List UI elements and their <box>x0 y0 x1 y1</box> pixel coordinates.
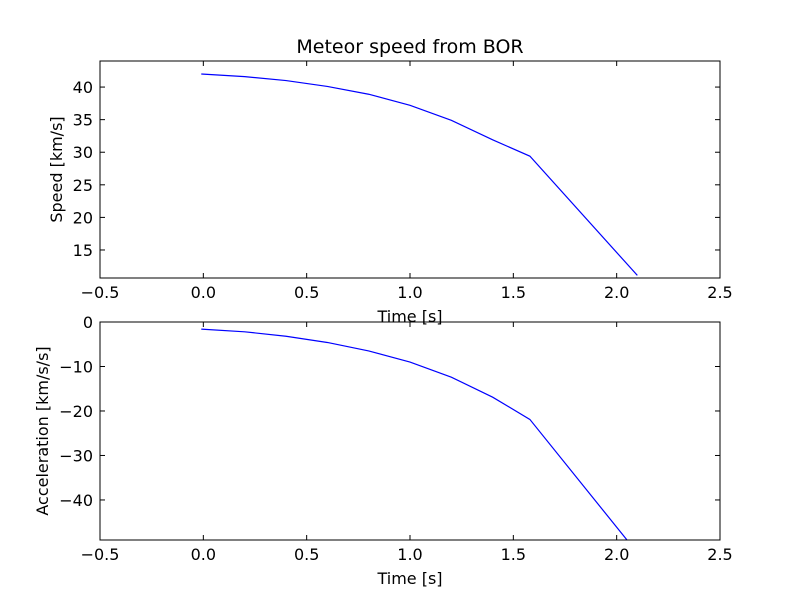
x-tick-label: 2.5 <box>707 545 732 564</box>
x-tick-label: 2.5 <box>707 283 732 302</box>
series-line-1 <box>201 73 638 276</box>
x-tick-label: 0.5 <box>294 545 319 564</box>
x-tick-label: 1.0 <box>397 283 422 302</box>
x-tick-label: 0.0 <box>191 283 216 302</box>
y-tick-label: 0 <box>83 313 93 332</box>
x-tick-label: 0.0 <box>191 545 216 564</box>
y-tick-label: 35 <box>73 111 93 130</box>
y-axis-label: Speed [km/s] <box>47 116 66 222</box>
chart-title: Meteor speed from BOR <box>296 36 523 58</box>
x-tick-label: 2.0 <box>604 545 629 564</box>
x-axis-label: Time [s] <box>376 569 442 588</box>
plot-frame <box>99 60 721 279</box>
x-tick-label: −0.5 <box>81 283 120 302</box>
x-tick-label: 1.5 <box>501 283 526 302</box>
plot-frame <box>99 321 721 541</box>
x-tick-label: 0.5 <box>294 283 319 302</box>
y-tick-label: 25 <box>73 176 93 195</box>
subplot-1: −0.5 0.0 0.5 1.0 1.5 2.0 2.5 15 20 25 30 35 40 Time [… <box>47 60 733 326</box>
y-tick-label: −30 <box>59 446 93 465</box>
y-tick-label: 40 <box>73 78 93 97</box>
y-tick-label: 20 <box>73 208 93 227</box>
y-tick-label: −10 <box>59 357 93 376</box>
subplot-2: −0.5 0.0 0.5 1.0 1.5 2.0 2.5 0 −10 −20 −30 −40 Time … <box>33 313 733 588</box>
y-tick-label: 15 <box>73 241 93 260</box>
series-line-1 <box>201 328 628 540</box>
y-tick-label: 30 <box>73 143 93 162</box>
x-tick-label: 1.0 <box>397 545 422 564</box>
x-tick-label: 2.0 <box>604 283 629 302</box>
y-tick-label: −20 <box>59 402 93 421</box>
y-tick-label: −40 <box>59 491 93 510</box>
y-axis-label: Acceleration [km/s/s] <box>33 346 52 515</box>
x-tick-label: 1.5 <box>501 545 526 564</box>
x-tick-label: −0.5 <box>81 545 120 564</box>
x-axis-label: Time [s] <box>376 307 442 326</box>
